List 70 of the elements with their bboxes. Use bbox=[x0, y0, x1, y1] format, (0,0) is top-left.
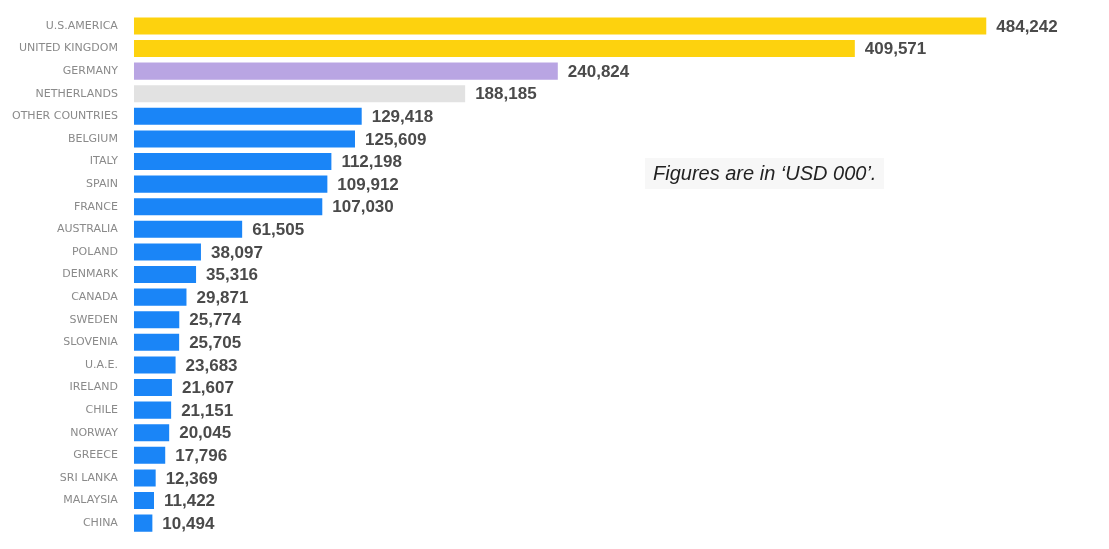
y-tick-label: AUSTRALIA bbox=[56, 222, 119, 236]
bar bbox=[133, 175, 328, 193]
y-tick-label: CHILE bbox=[85, 402, 118, 416]
bar bbox=[133, 491, 154, 510]
data-label: 109,912 bbox=[337, 174, 399, 194]
data-label: 409,571 bbox=[864, 39, 927, 59]
data-label: 125,609 bbox=[364, 129, 427, 149]
data-label: 12,369 bbox=[165, 468, 218, 488]
data-label: 17,796 bbox=[175, 445, 228, 465]
data-label: 188,185 bbox=[475, 84, 537, 104]
bar bbox=[133, 130, 355, 148]
bar bbox=[133, 198, 323, 216]
data-label: 35,316 bbox=[206, 265, 259, 285]
bar bbox=[133, 265, 197, 284]
y-tick-label: GERMANY bbox=[62, 63, 119, 77]
bar bbox=[133, 17, 987, 35]
data-label: 23,683 bbox=[185, 355, 238, 375]
y-tick-label: NETHERLANDS bbox=[35, 86, 118, 100]
y-tick-label: SLOVENIA bbox=[63, 335, 119, 349]
y-tick-label: NORWAY bbox=[70, 425, 119, 439]
y-tick-label: ITALY bbox=[89, 154, 119, 168]
data-label: 29,871 bbox=[196, 287, 249, 307]
y-tick-label: UNITED KINGDOM bbox=[18, 41, 118, 55]
bar bbox=[133, 333, 180, 351]
bar bbox=[133, 220, 243, 238]
data-label: 107,030 bbox=[332, 197, 394, 217]
data-label: 25,774 bbox=[189, 310, 242, 330]
y-tick-label: GREECE bbox=[73, 448, 118, 462]
y-tick-label: SPAIN bbox=[85, 176, 118, 190]
y-tick-label: DENMARK bbox=[62, 267, 119, 281]
bar bbox=[133, 356, 176, 374]
bar bbox=[133, 39, 855, 58]
data-label: 129,418 bbox=[371, 106, 434, 126]
data-label: 484,242 bbox=[996, 16, 1058, 36]
y-tick-label: SRI LANKA bbox=[59, 470, 119, 484]
data-label: 25,705 bbox=[189, 332, 242, 352]
y-tick-label: U.S.AMERICA bbox=[45, 18, 119, 32]
y-tick-label: CANADA bbox=[71, 289, 119, 303]
y-tick-label: CHINA bbox=[82, 515, 119, 529]
bar bbox=[133, 378, 172, 397]
y-tick-label: BELGIUM bbox=[67, 131, 118, 145]
bar bbox=[133, 469, 156, 487]
bar bbox=[133, 107, 362, 125]
data-label: 10,494 bbox=[162, 513, 215, 533]
y-tick-label: IRELAND bbox=[69, 380, 118, 394]
bar bbox=[133, 288, 187, 306]
data-label: 21,607 bbox=[181, 378, 234, 398]
data-label: 112,198 bbox=[341, 152, 402, 172]
data-label: 240,824 bbox=[567, 61, 630, 81]
annotation: Figures are in ‘USD 000’. bbox=[645, 158, 885, 189]
y-tick-label: OTHER COUNTRIES bbox=[11, 109, 118, 123]
bar bbox=[133, 243, 201, 261]
bar bbox=[133, 152, 332, 171]
y-tick-label: FRANCE bbox=[73, 199, 118, 213]
bar bbox=[133, 514, 153, 532]
data-label: 11,422 bbox=[164, 491, 216, 511]
data-label: 61,505 bbox=[252, 219, 305, 239]
bar bbox=[133, 401, 172, 419]
bar bbox=[133, 62, 558, 80]
data-label: 20,045 bbox=[179, 423, 232, 443]
bar bbox=[133, 446, 166, 464]
bar bbox=[133, 311, 180, 329]
y-tick-label: SWEDEN bbox=[69, 312, 118, 326]
bar bbox=[133, 85, 466, 103]
y-tick-label: U.A.E. bbox=[85, 357, 118, 371]
data-label: 21,151 bbox=[181, 400, 234, 420]
y-tick-label: POLAND bbox=[71, 244, 118, 258]
y-tick-label: MALAYSIA bbox=[63, 493, 119, 507]
bar bbox=[133, 424, 170, 442]
data-label: 38,097 bbox=[210, 242, 263, 262]
